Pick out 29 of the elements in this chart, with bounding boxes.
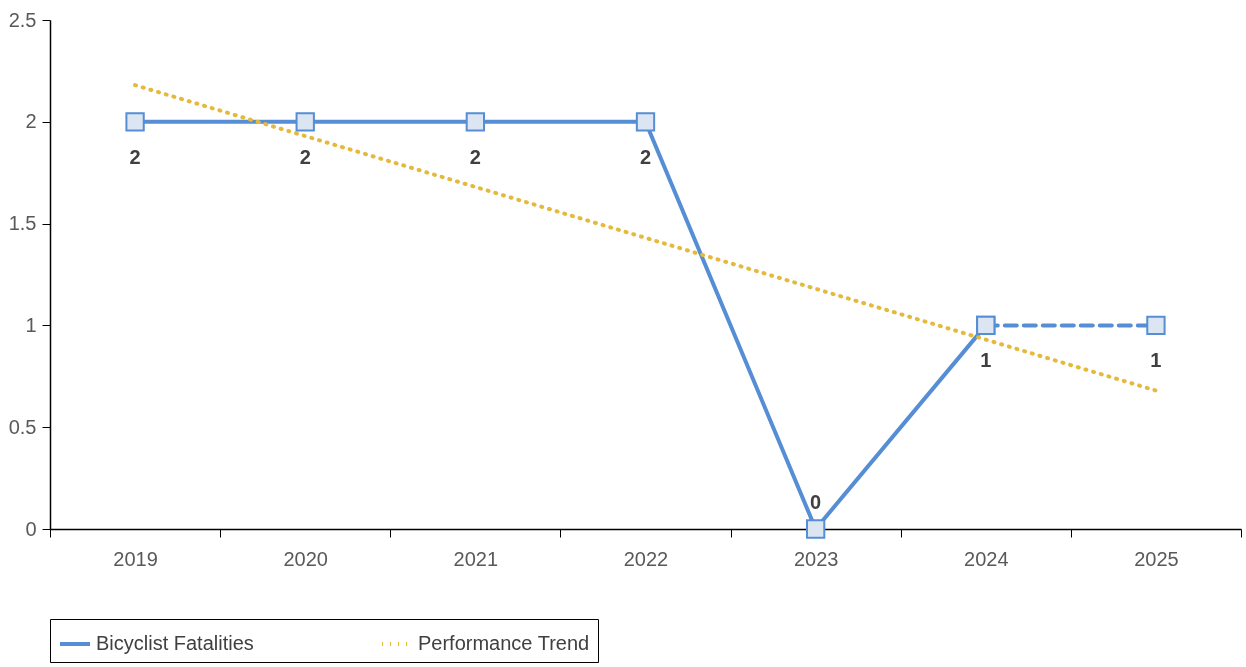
- data-label: 1: [1150, 349, 1162, 372]
- legend-label: Bicyclist Fatalities: [96, 632, 254, 654]
- x-tick-label: 2023: [793, 547, 839, 570]
- x-tick-label: 2025: [1134, 547, 1179, 570]
- y-tick-label: 1.5: [8, 212, 37, 235]
- x-tick-label: 2021: [453, 547, 499, 570]
- point: [125, 112, 145, 132]
- y-tick-label: 0.5: [8, 415, 37, 438]
- x-tick-label: 2022: [623, 547, 669, 570]
- data-label: 2: [469, 145, 481, 168]
- point: [295, 112, 315, 132]
- point: [976, 315, 996, 336]
- data-label: 2: [299, 145, 311, 168]
- point: [1146, 315, 1166, 336]
- y-tick-label: 2: [25, 110, 37, 133]
- y-tick-label: 0: [25, 517, 37, 540]
- y-tick-label: 1: [25, 313, 37, 336]
- x-tick-label: 2020: [283, 547, 328, 570]
- y-tick-label: 2.5: [8, 8, 37, 31]
- data-label: 1: [980, 349, 992, 372]
- point: [635, 112, 656, 132]
- data-label: 2: [639, 145, 652, 168]
- x-tick-label: 2024: [964, 547, 1009, 570]
- data-label: 2: [129, 145, 141, 168]
- data-label: 0: [810, 491, 822, 513]
- x-tick-label: 2019: [113, 547, 158, 570]
- point: [805, 519, 826, 539]
- legend-label: Performance Trend: [418, 632, 590, 654]
- point: [465, 112, 486, 132]
